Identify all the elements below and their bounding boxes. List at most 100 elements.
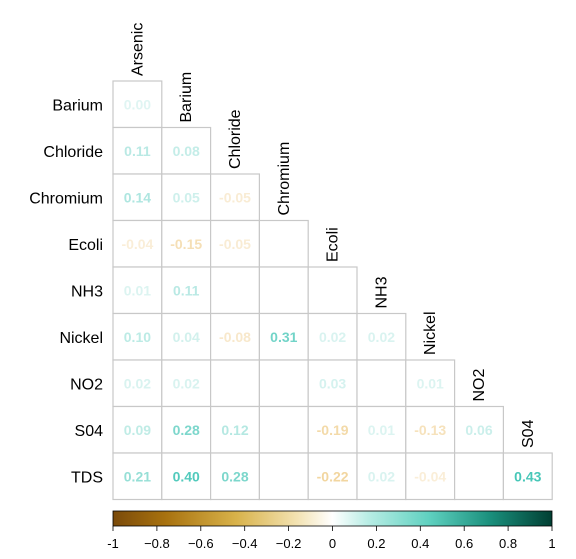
column-labels: Arsenic Barium Chloride Chromium Ecoli NH3 Nic…: [129, 23, 536, 448]
row-labels: Barium Chloride Chromium Ecoli NH3 Nickel NO2 S…: [29, 97, 103, 486]
heatmap-cell: [307, 312, 358, 361]
cell-value: -0.08: [219, 329, 251, 345]
heatmap-cell: [258, 266, 309, 315]
heatmap-cell: [210, 266, 261, 315]
cell-value: 0.09: [124, 422, 151, 438]
column-label-arsenic: Arsenic: [129, 23, 146, 76]
heatmap-cell: [161, 359, 212, 408]
cell-value: 0.28: [221, 468, 248, 484]
cell-value: 0.11: [173, 282, 200, 298]
cell-value: 0.02: [124, 375, 151, 391]
row-label-chloride: Chloride: [43, 144, 103, 161]
cell-value: 0.06: [465, 422, 492, 438]
column-label-nh3: NH3: [373, 276, 390, 308]
cell-value: 0.01: [124, 282, 151, 298]
heatmap-cell: [258, 405, 309, 454]
cell-value: 0.31: [270, 329, 297, 345]
heatmap-cell: [405, 359, 456, 408]
colorbar-tick-label: 0.8: [499, 536, 517, 551]
colorbar-tick-label: −0.8: [144, 536, 170, 551]
heatmap-cell: [161, 312, 212, 361]
heatmap-cell: [112, 126, 163, 175]
heatmap-cell: [258, 312, 309, 361]
cell-value: 0.03: [319, 375, 346, 391]
colorbar-tick-label: 0.2: [367, 536, 385, 551]
row-label-barium: Barium: [52, 97, 103, 114]
row-label-no2: NO2: [70, 376, 103, 393]
cell-value: 0.08: [173, 143, 200, 159]
cell-value: 0.12: [221, 422, 248, 438]
cell-value: -0.13: [414, 422, 446, 438]
column-label-s04: S04: [520, 419, 537, 448]
cell-value: -0.15: [170, 236, 202, 252]
colorbar-tick-label: 1: [548, 536, 555, 551]
cell-value: -0.04: [121, 236, 153, 252]
cell-value: -0.19: [317, 422, 349, 438]
row-label-tds: TDS: [71, 469, 103, 486]
cell-value: 0.04: [173, 329, 200, 345]
column-label-ecoli: Ecoli: [325, 227, 342, 262]
heatmap-cell: [307, 452, 358, 501]
cell-value: -0.05: [219, 236, 251, 252]
heatmap-cell: [258, 359, 309, 408]
colorbar-ticks: -1 −0.8 −0.6 −0.4 −0.2 0 0.2 0.4 0.6 0.8 1: [107, 526, 556, 551]
heatmap-cell: [210, 405, 261, 454]
heatmap-cell: [112, 80, 163, 129]
colorbar-tick-label: 0.6: [455, 536, 473, 551]
heatmap-cell: [112, 452, 163, 501]
heatmap-cell: [454, 405, 505, 454]
heatmap-cell: [258, 452, 309, 501]
heatmap-cell: [307, 266, 358, 315]
column-label-no2: NO2: [471, 369, 488, 402]
column-label-nickel: Nickel: [422, 311, 439, 355]
row-label-ecoli: Ecoli: [68, 237, 103, 254]
heatmap-cell: [502, 452, 553, 501]
cell-value: -0.04: [414, 468, 446, 484]
cell-value: 0.00: [124, 96, 151, 112]
row-label-nickel: Nickel: [59, 330, 103, 347]
heatmap-cell: [210, 359, 261, 408]
colorbar-tick-label: 0: [329, 536, 336, 551]
heatmap-cell: [161, 452, 212, 501]
column-label-barium: Barium: [178, 72, 195, 123]
cell-value: -0.05: [219, 189, 251, 205]
cell-value: 0.02: [368, 468, 395, 484]
heatmap-cell: [258, 219, 309, 268]
heatmap-cell: [210, 173, 261, 222]
colorbar-tick-label: −0.6: [188, 536, 214, 551]
heatmap-cell: [161, 219, 212, 268]
colorbar: [112, 510, 553, 527]
column-label-chromium: Chromium: [276, 142, 293, 216]
heatmap-cell: [161, 266, 212, 315]
row-label-nh3: NH3: [71, 283, 103, 300]
cell-value: 0.14: [124, 189, 151, 205]
column-label-chloride: Chloride: [227, 109, 244, 169]
heatmap-cell: [356, 359, 407, 408]
colorbar-gradient: [112, 510, 553, 527]
cell-value: 0.11: [124, 143, 151, 159]
cell-value: 0.05: [173, 189, 200, 205]
cell-value: 0.10: [124, 329, 151, 345]
colorbar-tick-label: 0.4: [411, 536, 429, 551]
cell-value: 0.02: [368, 329, 395, 345]
cell-value: -0.22: [317, 468, 349, 484]
heatmap-cell: [210, 312, 261, 361]
colorbar-tick-label: −0.4: [232, 536, 258, 551]
heatmap-cells: [112, 80, 553, 501]
colorbar-tick-label: −0.2: [276, 536, 302, 551]
cell-value: 0.02: [319, 329, 346, 345]
heatmap-cell: [112, 405, 163, 454]
heatmap-cell: [356, 312, 407, 361]
cell-value-labels: 0.00 0.11 0.08 0.14 0.05 -0.05 -0.04 -0.15 -0.05…: [121, 96, 541, 484]
row-label-s04: S04: [75, 423, 104, 440]
colorbar-tick-label: -1: [107, 536, 119, 551]
heatmap-cell: [112, 312, 163, 361]
cell-value: 0.28: [173, 422, 200, 438]
heatmap-cell: [356, 452, 407, 501]
row-label-chromium: Chromium: [29, 190, 103, 207]
cell-value: 0.21: [124, 468, 151, 484]
cell-value: 0.02: [173, 375, 200, 391]
cell-value: 0.01: [417, 375, 444, 391]
cell-value: 0.43: [514, 468, 541, 484]
